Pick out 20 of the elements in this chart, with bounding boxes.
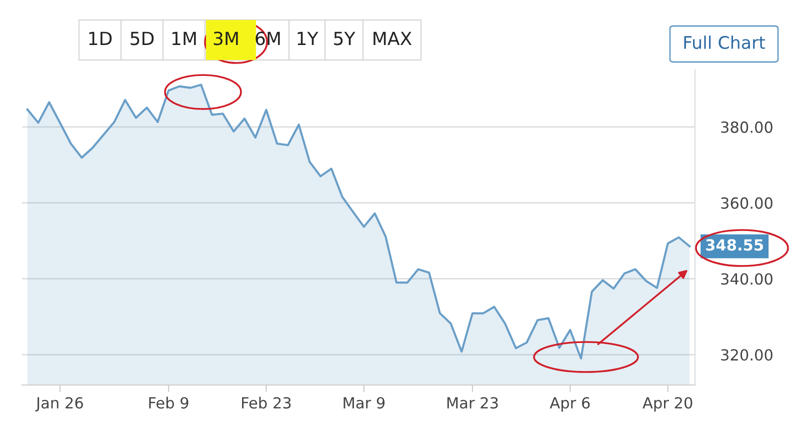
text: 1D xyxy=(89,32,112,45)
y-tick-label: 320.00 xyxy=(721,349,772,361)
x-tick-label: Mar 23 xyxy=(447,397,498,409)
y-tick-label: 340.00 xyxy=(721,273,772,285)
y-tick-label: 380.00 xyxy=(721,121,772,133)
text: 3M xyxy=(214,32,238,46)
x-tick-label: Apr 20 xyxy=(642,397,692,412)
text: Full Chart xyxy=(684,36,766,50)
x-tick-label: Feb 23 xyxy=(242,396,291,409)
x-tick-label: Mar 9 xyxy=(344,397,385,409)
text: 1Y xyxy=(298,32,318,45)
x-tick-label: Jan 26 xyxy=(35,397,83,412)
text: 5D xyxy=(130,32,154,46)
text: 1M xyxy=(172,32,196,45)
text: 5Y xyxy=(334,32,356,46)
x-tick-label: Apr 6 xyxy=(550,397,590,412)
x-tick-label: Feb 9 xyxy=(149,396,188,409)
text: MAX xyxy=(374,32,412,45)
y-tick-label: 360.00 xyxy=(721,197,772,209)
data-label: 348.55 xyxy=(706,239,763,251)
